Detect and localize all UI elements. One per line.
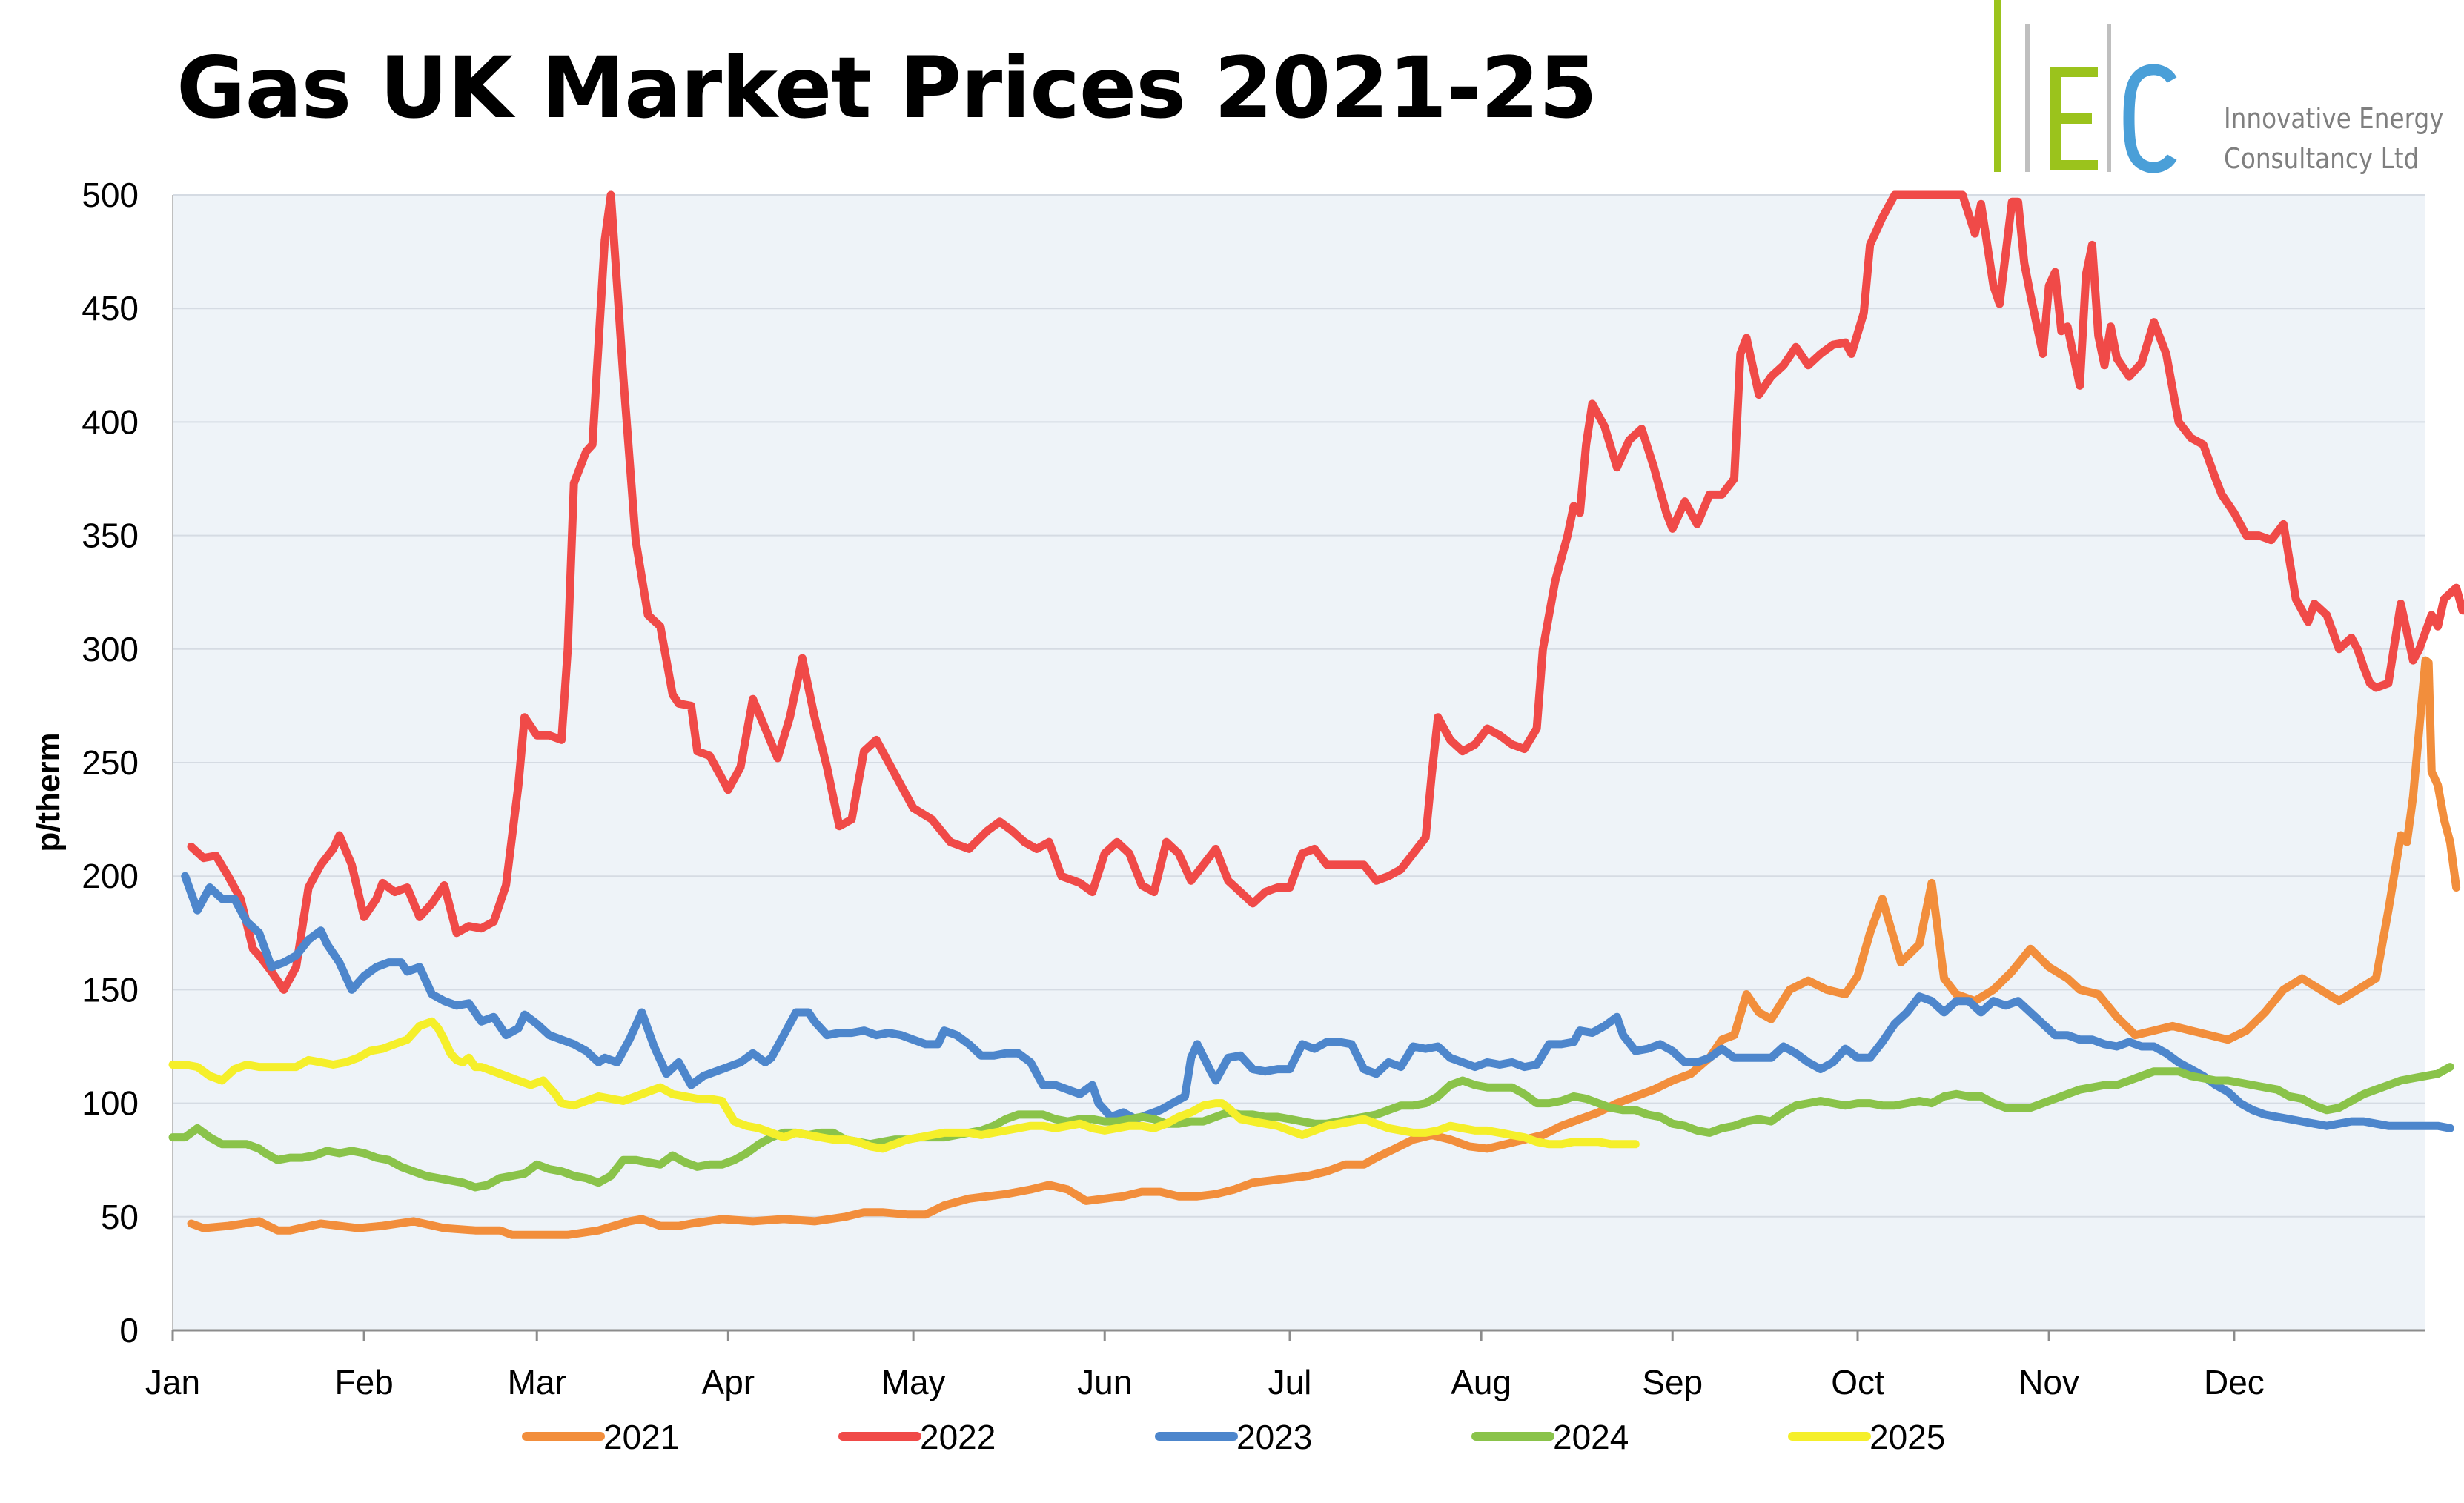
legend: 2021 2022 2023 2024 2025 [522,1418,1945,1456]
x-tick-label: Mar [508,1363,566,1401]
page-title: Gas UK Market Prices 2021-25 [176,39,1597,137]
x-tick-label: Oct [1831,1363,1884,1401]
y-tick-label: 50 [101,1198,139,1236]
iec-logo-icon [1994,0,2177,173]
x-tick-label: Feb [334,1363,393,1401]
series-line-2025 [168,1017,1640,1153]
series-line-2023 [181,872,2454,1132]
x-tick-label: Nov [2018,1363,2079,1401]
logo-bar-i [1994,0,2001,172]
legend-label-2022: 2022 [920,1418,996,1456]
logo-divider-1 [2025,24,2030,172]
series-line-2022 [187,190,2464,994]
logo-letter-c [2123,64,2177,173]
legend-label-2023: 2023 [1236,1418,1312,1456]
y-tick-label: 0 [119,1311,139,1350]
x-tick-label: Jan [145,1363,200,1401]
series-lines [168,190,2464,1239]
legend-label-2021: 2021 [603,1418,679,1456]
y-tick-label: 150 [82,970,139,1009]
series-line-2021 [187,656,2461,1239]
y-tick-label: 500 [82,176,139,214]
x-tick-label: Sep [1642,1363,1703,1401]
y-tick-label: 350 [82,517,139,555]
logo-letter-e [2050,67,2098,170]
legend-label-2024: 2024 [1553,1418,1629,1456]
x-tick-label: Dec [2204,1363,2265,1401]
logo-divider-2 [2107,24,2111,172]
x-tick-label: Jun [1077,1363,1132,1401]
y-tick-label: 200 [82,857,139,895]
y-tick-label: 100 [82,1084,139,1123]
y-axis-label: p/therm [30,732,67,852]
x-tick-label: Jul [1268,1363,1312,1401]
logo-text-line1: Innovative Energy [2224,102,2444,135]
company-logo: Innovative Energy Consultancy Ltd [1994,0,2454,178]
x-tick-label: May [881,1363,946,1401]
y-tick-label: 400 [82,402,139,441]
y-tick-label: 250 [82,743,139,782]
series-line-2024 [168,1063,2454,1192]
y-axis-ticks: 0 50 100 150 200 250 300 350 400 450 500 [82,176,139,1350]
x-tick-label: Aug [1451,1363,1511,1401]
legend-label-2025: 2025 [1869,1418,1945,1456]
logo-text-line2: Consultancy Ltd [2224,142,2420,175]
y-tick-label: 450 [82,289,139,328]
x-tick-label: Apr [702,1363,755,1401]
gridlines [173,194,2425,1218]
y-tick-label: 300 [82,630,139,668]
x-axis: Jan Feb Mar Apr May Jun Jul Aug Sep Oct Nov Dec [145,195,2425,1401]
